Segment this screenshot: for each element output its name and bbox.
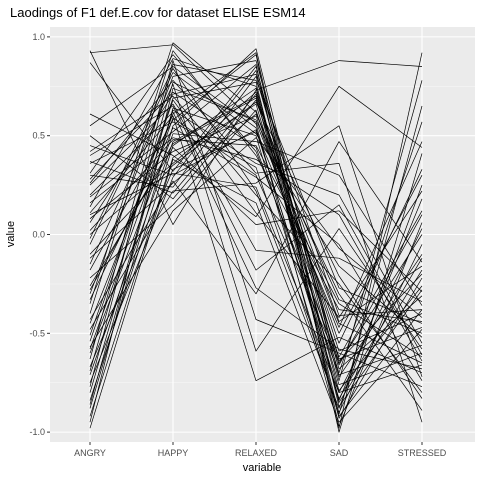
series-line-38 bbox=[89, 70, 423, 403]
series-line-52 bbox=[89, 137, 423, 362]
x-tick-label: STRESSED bbox=[398, 448, 447, 458]
series-line-1 bbox=[89, 50, 423, 225]
series-line-4 bbox=[89, 85, 423, 218]
series-line-55 bbox=[89, 91, 423, 376]
y-axis-title: value bbox=[5, 221, 17, 247]
series-line-59 bbox=[89, 97, 423, 322]
series-line-49 bbox=[89, 127, 423, 381]
series-line-7 bbox=[89, 93, 423, 360]
series-line-6 bbox=[89, 105, 423, 356]
x-tick-label: HAPPY bbox=[158, 448, 189, 458]
y-axis-ticks: 1.0 0.5 0.0 -0.5 -1.0 bbox=[29, 32, 50, 437]
series-lines bbox=[89, 42, 423, 433]
series-line-42 bbox=[89, 111, 423, 370]
series-line-56 bbox=[89, 117, 423, 364]
y-tick-label: 1.0 bbox=[32, 32, 45, 42]
series-line-48 bbox=[89, 66, 423, 399]
series-line-20 bbox=[89, 137, 423, 348]
series-line-19 bbox=[89, 81, 423, 415]
x-tick-label: RELAXED bbox=[235, 448, 278, 458]
series-line-35 bbox=[89, 83, 423, 352]
series-line-8 bbox=[89, 54, 423, 362]
series-line-26 bbox=[89, 159, 423, 429]
series-line-5 bbox=[89, 129, 423, 393]
series-line-31 bbox=[89, 125, 423, 377]
series-line-36 bbox=[89, 115, 423, 358]
series-line-34 bbox=[89, 121, 423, 413]
series-line-33 bbox=[89, 131, 423, 368]
y-tick-label: 0.0 bbox=[32, 230, 45, 240]
series-line-29 bbox=[89, 60, 423, 366]
series-line-37 bbox=[89, 50, 423, 322]
series-line-16 bbox=[89, 147, 423, 293]
series-line-58 bbox=[89, 172, 423, 393]
x-axis-title: variable bbox=[243, 462, 282, 474]
x-tick-label: SAD bbox=[330, 448, 349, 458]
y-tick-label: 0.5 bbox=[32, 131, 45, 141]
series-line-60 bbox=[89, 107, 423, 417]
series-line-47 bbox=[89, 103, 423, 417]
series-line-53 bbox=[89, 52, 423, 407]
series-line-23 bbox=[89, 109, 423, 393]
chart-title: Laodings of F1 def.E.cov for dataset ELI… bbox=[10, 5, 306, 20]
series-line-18 bbox=[89, 141, 423, 320]
y-tick-label: -1.0 bbox=[29, 427, 45, 437]
series-line-24 bbox=[89, 48, 423, 409]
series-line-46 bbox=[89, 99, 423, 342]
x-axis-ticks: ANGRY HAPPY RELAXED SAD STRESSED bbox=[74, 442, 447, 458]
x-tick-label: ANGRY bbox=[74, 448, 106, 458]
series-line-54 bbox=[89, 113, 423, 334]
y-tick-label: -0.5 bbox=[29, 328, 45, 338]
series-line-25 bbox=[89, 87, 423, 423]
series-line-30 bbox=[89, 103, 423, 303]
series-line-28 bbox=[89, 139, 423, 358]
series-line-51 bbox=[89, 81, 423, 371]
series-line-21 bbox=[89, 60, 423, 388]
minor-gridlines bbox=[50, 85, 475, 384]
series-line-57 bbox=[89, 64, 423, 387]
series-line-43 bbox=[89, 87, 423, 419]
